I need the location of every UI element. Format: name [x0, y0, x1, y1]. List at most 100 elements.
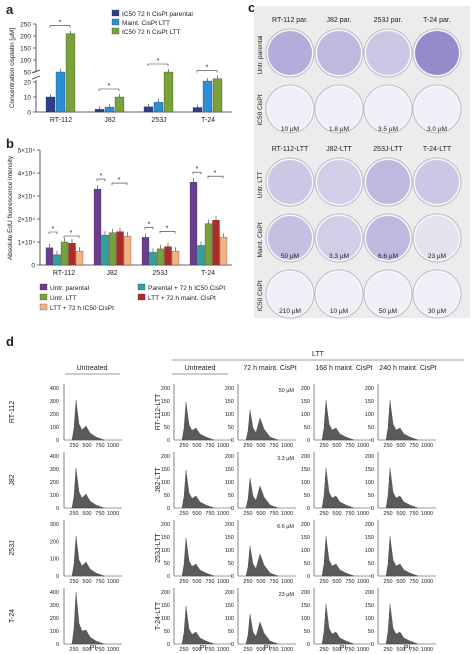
c-concentration: 210 µM [279, 308, 301, 315]
b-legend-entry: Untr. LTT [50, 295, 77, 302]
c-concentration: 3.0 µM [427, 126, 447, 133]
c-well-dish [363, 84, 413, 134]
d-xtick-label: 750 [205, 443, 214, 449]
d-histogram: 250 500 750 1000 [173, 384, 232, 449]
a-bar [94, 109, 105, 113]
d-col-header: Untreated [77, 365, 108, 372]
d-xtick-label: 1000 [217, 579, 229, 585]
d-xtick-label: 750 [95, 443, 104, 449]
d-ytick-label: 150 [161, 467, 170, 473]
d-xlabel: PI [90, 645, 97, 652]
c-well [265, 269, 315, 319]
d-ytick-label: 0 [167, 438, 170, 444]
d-histogram: 250 500 750 1000 [173, 520, 232, 585]
d-xtick-label: 500 [82, 647, 91, 653]
b-bar [93, 188, 102, 266]
d-xtick-label: 500 [192, 647, 201, 653]
d-xtick-label: 500 [396, 647, 405, 653]
d-histogram: 250 500 750 1000 [237, 452, 296, 517]
d-xtick-label: 250 [383, 511, 392, 517]
d-xtick-label: 250 [179, 443, 188, 449]
d-ytick-label: 150 [301, 467, 310, 473]
d-histogram-area [181, 605, 215, 645]
d-ytick-label: 150 [161, 535, 170, 541]
c-well-dish [314, 28, 364, 78]
b-sig-bracket [63, 235, 80, 238]
c-well-dish [314, 269, 364, 319]
a-legend-entry: IC50 72 h CisPt LTT [122, 29, 180, 36]
d-ytick-label: 0 [307, 438, 310, 444]
d-ytick-label: 300 [50, 467, 59, 473]
d-xtick-label: 750 [205, 647, 214, 653]
d-col-header: Untreated [185, 365, 216, 372]
c-well-stain [415, 272, 459, 316]
c-well-stain [415, 87, 459, 131]
d-xlabel: PI [340, 645, 347, 652]
d-ytick-label: 300 [50, 603, 59, 609]
c-col-header: J82 par. [327, 17, 352, 24]
a-sig-star: * [206, 65, 209, 72]
d-ytick-label: 0 [371, 642, 374, 648]
d-xtick-label: 750 [409, 443, 418, 449]
c-well [363, 157, 413, 207]
d-histogram: 250 500 750 1000 [313, 588, 372, 653]
d-xtick-label: 500 [82, 443, 91, 449]
b-bar [123, 236, 132, 266]
c-col-header: RT-112 par. [272, 17, 308, 24]
c-well-dish [314, 84, 364, 134]
d-ytick-label: 50 [164, 561, 170, 567]
d-ytick-label: 200 [301, 454, 310, 460]
d-ytick-label: 0 [371, 574, 374, 580]
d-ytick-label: 150 [365, 535, 374, 541]
c-well [412, 157, 462, 207]
a-legend-entry: IC50 72 h CisPt parental [122, 11, 193, 18]
d-col-header: 72 h maint. CisPt [243, 365, 296, 372]
d-ytick-label: 50 [304, 425, 310, 431]
c-well [363, 269, 413, 319]
d-xtick-label: 1000 [281, 647, 293, 653]
b-bar [219, 237, 228, 266]
c-well [314, 157, 364, 207]
d-xtick-label: 250 [243, 647, 252, 653]
d-ytick-label: 100 [365, 480, 374, 486]
b-sig-bracket [159, 231, 176, 234]
d-row-label: RT-112-LTT [155, 393, 162, 430]
d-histogram-area [71, 467, 105, 509]
c-concentration: 1.8 µM [329, 126, 349, 133]
d-ytick-label: 150 [365, 399, 374, 405]
d-xtick-label: 250 [319, 647, 328, 653]
c-row-label: Untr. LTT [257, 172, 264, 199]
c-col-header: T-24-LTT [423, 146, 452, 153]
d-xtick-label: 750 [345, 579, 354, 585]
a-ytick-label: 200 [20, 34, 31, 41]
b-category-label: T-24 [201, 270, 215, 277]
d-ytick-label: 100 [225, 480, 234, 486]
a-bar [104, 106, 115, 113]
b-bar [108, 232, 117, 266]
d-histogram-area [181, 401, 215, 441]
c-well-dish [314, 157, 364, 207]
d-xtick-label: 500 [256, 511, 265, 517]
b-sig-star: * [52, 226, 55, 233]
c-row-label: Untr. parental [257, 35, 264, 75]
b-legend-swatch [137, 283, 146, 291]
d-xtick-label: 250 [69, 579, 78, 585]
a-legend-swatch [111, 18, 120, 26]
c-well-stain [366, 216, 410, 260]
d-histogram-area [385, 603, 419, 645]
c-col-header: T-24 par. [423, 17, 451, 24]
d-xtick-label: 750 [409, 647, 418, 653]
d-histogram: 250 500 750 1000 [63, 384, 122, 449]
a-bar [143, 106, 154, 113]
a-sig-bracket [147, 63, 169, 66]
d-ytick-label: 100 [225, 616, 234, 622]
d-ytick-label: 50 [228, 561, 234, 567]
c-row-label: IC50 CisPt [257, 280, 264, 311]
d-ytick-label: 50 [368, 425, 374, 431]
d-xtick-label: 1000 [421, 579, 433, 585]
d-ytick-label: 150 [365, 603, 374, 609]
c-well-dish [412, 84, 462, 134]
d-xlabel: PI [404, 645, 411, 652]
a-category-label: T-24 [201, 117, 215, 124]
c-concentration: 3.3 µM [329, 253, 349, 260]
